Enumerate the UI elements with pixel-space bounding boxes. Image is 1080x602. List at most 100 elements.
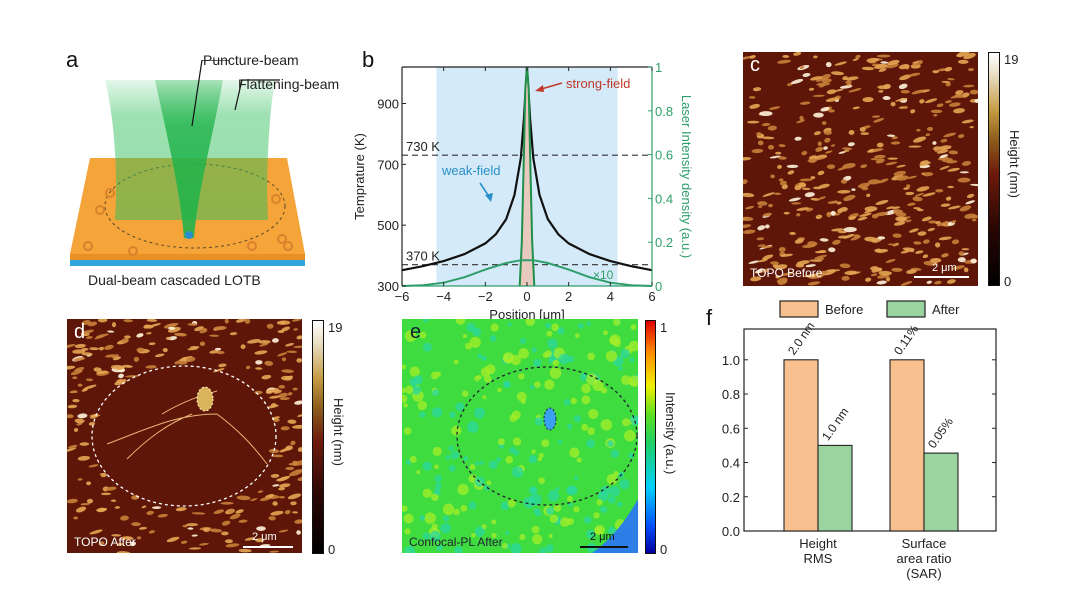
afm-grain [815, 146, 823, 152]
height-colorbar-d [312, 320, 324, 554]
bar-before-0 [783, 359, 819, 532]
afm-grain [841, 275, 850, 281]
afm-grain [826, 212, 832, 218]
afm-grain [286, 350, 298, 353]
afm-grain [191, 534, 198, 537]
pl-speckle [630, 324, 637, 330]
annotation-weak-field: weak-field [441, 163, 501, 178]
scale-bar-label-c: 2 μm [932, 262, 957, 274]
pl-speckle [574, 333, 580, 339]
afm-grain [895, 97, 908, 102]
afm-grain [886, 134, 896, 137]
afm-grain [258, 340, 271, 344]
legend-label-before: Before [825, 302, 863, 317]
pl-speckle [480, 367, 491, 378]
strong-field-fill [519, 67, 535, 286]
afm-grain [104, 344, 114, 350]
afm-grain [961, 248, 970, 251]
pl-speckle [399, 394, 408, 404]
pl-speckle [413, 375, 423, 385]
pl-speckle [547, 490, 560, 502]
pl-speckle [473, 407, 486, 419]
pl-speckle [511, 410, 521, 420]
pl-speckle [491, 532, 497, 539]
pl-speckle [534, 381, 541, 388]
pl-speckle [552, 359, 559, 367]
y-tick-label: 300 [377, 279, 399, 294]
afm-grain [780, 272, 794, 277]
afm-grain [971, 218, 977, 222]
pl-speckle [453, 359, 459, 365]
x-tick-label: 6 [648, 289, 655, 304]
bar-value-label: 0.05% [925, 415, 956, 451]
pl-speckle [404, 330, 417, 342]
afm-grain [740, 192, 755, 198]
series-line-2 [401, 259, 653, 287]
afm-grain [180, 540, 188, 544]
afm-grain [970, 258, 977, 264]
afm-grain [138, 526, 148, 530]
afm-grain [250, 498, 258, 502]
topo-before-image [737, 50, 984, 287]
afm-grain [105, 486, 117, 491]
topo-after-image [63, 317, 309, 555]
pl-speckle [448, 445, 454, 452]
afm-grain [259, 497, 271, 502]
afm-grain [799, 66, 805, 69]
afm-grain [131, 522, 141, 527]
afm-grain [786, 164, 799, 169]
legend-swatch-after [886, 300, 926, 318]
y-tick-label: 0.0 [722, 524, 740, 539]
afm-grain [278, 392, 288, 398]
afm-grain [799, 115, 804, 121]
afm-grain [745, 205, 755, 210]
afm-grain [270, 510, 284, 516]
afm-grain [209, 350, 219, 354]
pl-speckle [542, 352, 549, 358]
colorbar-c-label: Height (nm) [1007, 130, 1022, 198]
afm-grain [812, 94, 825, 97]
afm-grain [72, 398, 80, 403]
pl-speckle [594, 524, 605, 536]
afm-grain [227, 509, 235, 513]
afm-grain [74, 343, 86, 349]
afm-grain [81, 329, 95, 334]
afm-grain [101, 492, 112, 496]
weak-field-arrowhead [485, 193, 493, 202]
pl-speckle [593, 512, 600, 519]
afm-grain [818, 183, 830, 189]
afm-grain [916, 128, 921, 132]
y-tick-label: 500 [377, 218, 399, 233]
panel-c-letter: c [750, 54, 760, 76]
pl-speckle [600, 506, 608, 514]
afm-grain [799, 178, 813, 182]
pl-speckle [537, 456, 543, 462]
afm-grain [852, 58, 859, 61]
pl-speckle [422, 342, 432, 352]
afm-grain [935, 242, 941, 248]
afm-grain [290, 501, 297, 506]
afm-grain [118, 373, 124, 379]
pl-speckle [518, 348, 529, 359]
pl-speckle [449, 411, 456, 418]
afm-grain [269, 550, 280, 553]
afm-grain [185, 356, 196, 362]
afm-grain [941, 80, 951, 84]
afm-grain [146, 510, 154, 515]
afm-grain [870, 266, 878, 271]
afm-grain [969, 89, 979, 95]
afm-grain [777, 279, 788, 285]
afm-grain [63, 447, 77, 453]
afm-grain [876, 142, 884, 148]
afm-grain [794, 238, 804, 244]
afm-grain [843, 233, 855, 239]
pl-speckle [629, 357, 635, 363]
afm-grain [871, 267, 882, 273]
afm-grain [893, 170, 907, 177]
afm-grain [906, 269, 917, 274]
pl-speckle [448, 464, 456, 472]
afm-grain [936, 103, 944, 108]
afm-grain [88, 464, 99, 468]
y2-tick-label: 0.8 [655, 104, 673, 119]
afm-grain [945, 82, 951, 87]
